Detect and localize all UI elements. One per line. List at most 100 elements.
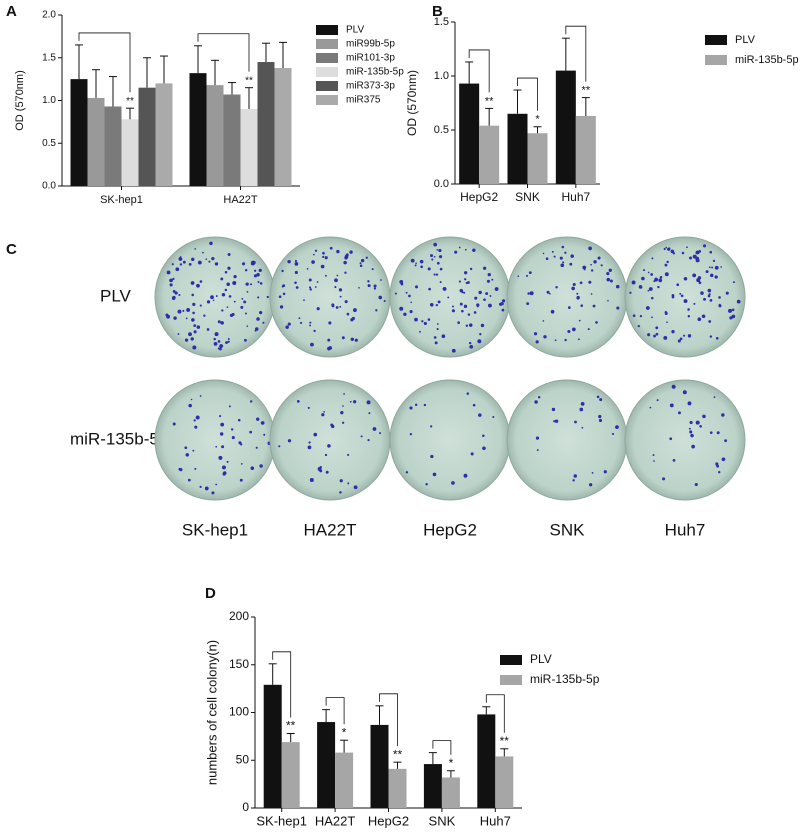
colony bbox=[641, 276, 645, 281]
colony bbox=[442, 286, 447, 291]
colony bbox=[647, 333, 651, 337]
colony bbox=[249, 430, 253, 434]
colony bbox=[533, 332, 538, 336]
colony bbox=[230, 428, 234, 431]
colony bbox=[597, 256, 601, 260]
colony bbox=[582, 265, 587, 270]
colony bbox=[677, 339, 681, 343]
colony bbox=[220, 422, 225, 427]
colony bbox=[177, 333, 180, 335]
colony bbox=[699, 425, 702, 428]
bar bbox=[223, 94, 241, 186]
colony bbox=[349, 250, 353, 254]
colony bbox=[204, 486, 209, 491]
y-tick-label: 50 bbox=[236, 752, 250, 766]
colony bbox=[433, 242, 438, 247]
legend-label: PLV bbox=[735, 34, 756, 46]
colony bbox=[588, 280, 592, 284]
colony bbox=[433, 256, 436, 258]
colony bbox=[394, 292, 397, 295]
colony bbox=[554, 339, 557, 342]
colony bbox=[651, 316, 653, 319]
colony bbox=[279, 305, 284, 309]
colony bbox=[702, 244, 707, 248]
colony bbox=[367, 438, 370, 442]
colony bbox=[414, 403, 418, 407]
bar bbox=[263, 684, 282, 808]
colony bbox=[188, 332, 192, 337]
colony bbox=[263, 433, 266, 436]
colony bbox=[338, 288, 343, 292]
colony bbox=[368, 412, 371, 415]
colony bbox=[316, 307, 320, 311]
colony bbox=[262, 321, 265, 324]
colony bbox=[378, 295, 383, 300]
colony bbox=[221, 293, 226, 297]
colony bbox=[494, 287, 499, 291]
colony bbox=[550, 309, 555, 314]
colony bbox=[718, 296, 721, 299]
colony bbox=[177, 309, 182, 314]
colony bbox=[340, 411, 344, 415]
colony bbox=[336, 274, 339, 277]
colony bbox=[606, 272, 610, 276]
colony bbox=[528, 271, 532, 275]
colony bbox=[491, 278, 494, 281]
colony bbox=[217, 340, 221, 343]
colony bbox=[458, 246, 461, 249]
colony bbox=[666, 321, 668, 324]
colony bbox=[431, 258, 434, 261]
colony bbox=[299, 321, 303, 325]
colony bbox=[169, 283, 173, 287]
colony bbox=[543, 335, 547, 339]
colony bbox=[217, 320, 221, 324]
colony bbox=[546, 290, 550, 294]
colony bbox=[246, 290, 249, 293]
colony bbox=[465, 324, 469, 327]
colony bbox=[179, 467, 183, 472]
colony bbox=[542, 252, 545, 255]
x-tick-label: HepG2 bbox=[460, 190, 498, 204]
colony bbox=[587, 328, 590, 331]
colony bbox=[731, 314, 736, 319]
colony bbox=[714, 265, 719, 270]
colony bbox=[553, 255, 556, 258]
colony bbox=[664, 311, 668, 314]
colony bbox=[171, 296, 176, 301]
colony bbox=[683, 334, 686, 337]
colony bbox=[457, 321, 461, 324]
colony bbox=[589, 483, 593, 487]
colony bbox=[615, 425, 619, 429]
colony bbox=[468, 341, 472, 345]
colony bbox=[165, 313, 169, 317]
colony bbox=[664, 272, 669, 277]
colony bbox=[551, 407, 556, 412]
colony-plate bbox=[506, 236, 628, 358]
colony bbox=[655, 326, 659, 330]
colony bbox=[312, 253, 315, 256]
colony bbox=[698, 281, 702, 285]
colony bbox=[331, 424, 335, 429]
significance-label: ** bbox=[393, 747, 403, 761]
colony bbox=[676, 283, 680, 287]
colony bbox=[196, 283, 200, 288]
legend-swatch bbox=[705, 55, 727, 65]
colony bbox=[478, 290, 482, 295]
colony bbox=[313, 329, 316, 333]
colony bbox=[712, 259, 716, 262]
colony bbox=[360, 435, 363, 438]
significance-bracket bbox=[272, 651, 292, 718]
y-tick-label: 0.0 bbox=[42, 181, 56, 192]
colony bbox=[656, 399, 659, 402]
legend-label: PLV bbox=[530, 652, 552, 666]
bar bbox=[388, 768, 407, 808]
y-tick-label: 2.0 bbox=[42, 10, 56, 21]
colony bbox=[335, 306, 339, 309]
legend-swatch bbox=[316, 81, 338, 91]
bar bbox=[281, 742, 300, 808]
colony bbox=[187, 478, 191, 482]
colony bbox=[215, 445, 218, 448]
legend-swatch bbox=[316, 95, 338, 105]
bar bbox=[477, 714, 496, 808]
